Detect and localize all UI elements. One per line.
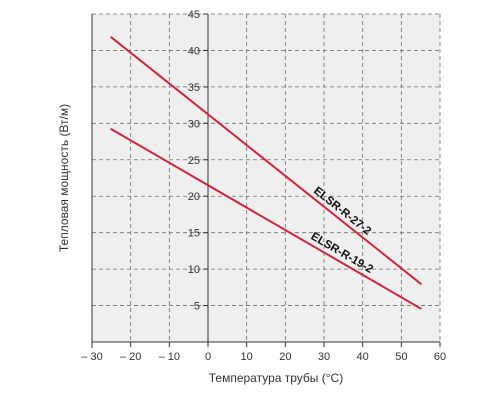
x-tick-label: 10	[241, 351, 253, 363]
y-tick-label: 5	[194, 301, 200, 313]
series-line	[110, 36, 422, 285]
x-tick-label: – 20	[120, 351, 141, 363]
x-tick-label: 30	[318, 351, 330, 363]
x-tick-label: – 10	[159, 351, 180, 363]
y-tick-label: 45	[188, 9, 200, 21]
x-tick-label: 0	[205, 351, 211, 363]
y-axis-label: Тепловая мощность (Вт/м)	[57, 104, 71, 252]
y-tick-label: 20	[188, 191, 200, 203]
y-tick-label: 35	[188, 82, 200, 94]
series	[110, 36, 422, 310]
grid	[92, 13, 441, 342]
y-tick-label: 30	[188, 118, 200, 130]
x-tick-label: 20	[279, 351, 291, 363]
x-tick-label: 60	[434, 351, 446, 363]
y-tick-label: 10	[188, 264, 200, 276]
x-tick-label: 40	[357, 351, 369, 363]
y-tick-label: 15	[188, 228, 200, 240]
y-tick-label: 25	[188, 155, 200, 167]
axes: – 30 – 20 – 10 0 10 20 30 40 50 60 5 10 15 20 25 30 35 40…	[81, 9, 446, 363]
x-tick-label: – 30	[81, 351, 102, 363]
y-tick-label: 40	[188, 45, 200, 57]
x-tick-label: 50	[395, 351, 407, 363]
x-axis-label: Температура трубы (°C)	[209, 371, 343, 385]
series-line	[110, 128, 422, 310]
